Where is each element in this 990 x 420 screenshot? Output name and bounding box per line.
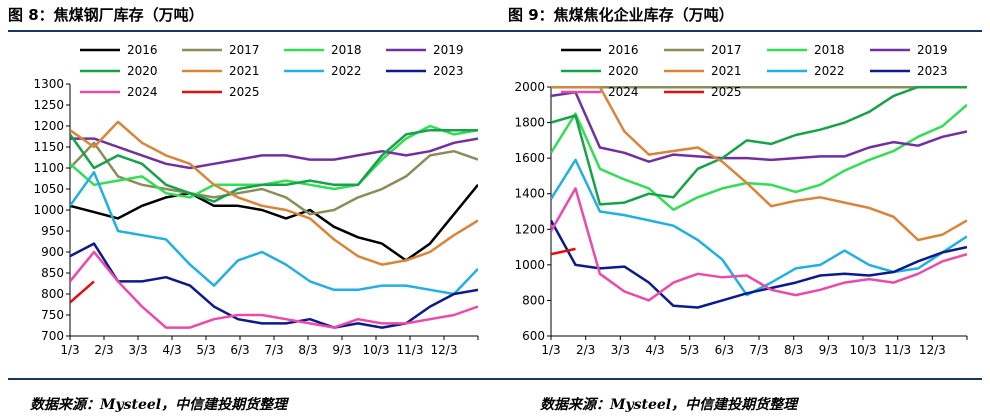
x-tick-label: 3/3 — [128, 343, 147, 357]
x-tick-label: 9/3 — [819, 343, 838, 357]
series-line-2019 — [551, 91, 967, 163]
x-tick-label: 7/3 — [749, 343, 768, 357]
y-tick-label: 1600 — [514, 151, 545, 165]
x-tick-label: 4/3 — [645, 343, 664, 357]
y-tick-label: 1800 — [514, 116, 545, 130]
y-tick-label: 700 — [41, 329, 64, 343]
legend-label-2016: 2016 — [608, 43, 639, 57]
x-tick-label: 5/3 — [196, 343, 215, 357]
legend-label-2022: 2022 — [331, 64, 362, 78]
legend-label-2025: 2025 — [229, 85, 260, 99]
y-tick-label: 1400 — [514, 187, 545, 201]
y-tick-label: 1200 — [514, 222, 545, 236]
legend-label-2020: 2020 — [608, 64, 639, 78]
legend-label-2018: 2018 — [814, 43, 845, 57]
legend-label-2022: 2022 — [814, 64, 845, 78]
chart-title-left: 图 8：焦煤钢厂库存（万吨） — [8, 6, 204, 24]
bottom-rule — [8, 378, 982, 380]
x-tick-label: 8/3 — [298, 343, 317, 357]
series-line-2024 — [70, 250, 478, 329]
y-tick-label: 1300 — [33, 77, 64, 91]
y-tick-label: 950 — [41, 224, 64, 238]
series-line-2025 — [551, 247, 576, 256]
x-tick-label: 2/3 — [576, 343, 595, 357]
y-tick-label: 1050 — [33, 182, 64, 196]
legend-label-2019: 2019 — [917, 43, 948, 57]
source-note-left: 数据来源：Mysteel，中信建投期货整理 — [30, 397, 288, 413]
legend-label-2021: 2021 — [229, 64, 260, 78]
x-tick-label: 2/3 — [94, 343, 113, 357]
legend-label-2020: 2020 — [127, 64, 158, 78]
x-tick-label: 12/3 — [431, 343, 458, 357]
x-tick-label: 1/3 — [541, 343, 560, 357]
series-line-2021 — [551, 86, 967, 242]
legend-label-2017: 2017 — [711, 43, 742, 57]
y-tick-label: 750 — [41, 308, 64, 322]
y-tick-label: 850 — [41, 266, 64, 280]
legend-label-2016: 2016 — [127, 43, 158, 57]
legend-label-2017: 2017 — [229, 43, 260, 57]
series-line-2018 — [70, 124, 478, 199]
x-tick-label: 1/3 — [60, 343, 79, 357]
y-tick-label: 1150 — [33, 140, 64, 154]
x-tick-label: 6/3 — [230, 343, 249, 357]
series-line-2019 — [70, 137, 478, 170]
y-tick-label: 1250 — [33, 98, 64, 112]
series-line-2021 — [70, 120, 478, 266]
series-line-2022 — [70, 170, 478, 296]
legend-label-2023: 2023 — [433, 64, 464, 78]
x-tick-label: 3/3 — [611, 343, 630, 357]
coking-plant-coking-coal-chart: 600 800 1000 1200 1400 1600 1800 2000 1/3 2/3 3/3 4… — [514, 43, 968, 357]
series-line-2023 — [551, 219, 967, 309]
x-tick-label: 12/3 — [919, 343, 946, 357]
y-tick-label: 600 — [522, 329, 545, 343]
x-tick-label: 4/3 — [162, 343, 181, 357]
x-tick-label: 11/3 — [884, 343, 911, 357]
x-tick-label: 6/3 — [715, 343, 734, 357]
series-line-2020 — [551, 86, 967, 206]
x-tick-label: 8/3 — [784, 343, 803, 357]
legend-label-2018: 2018 — [331, 43, 362, 57]
series-line-2024 — [551, 187, 967, 302]
x-tick-label: 10/3 — [363, 343, 390, 357]
source-note-right: 数据来源：Mysteel，中信建投期货整理 — [540, 397, 798, 413]
series-line-2017 — [70, 141, 478, 216]
x-tick-label: 5/3 — [680, 343, 699, 357]
x-tick-label: 7/3 — [264, 343, 283, 357]
y-tick-label: 800 — [522, 293, 545, 307]
legend-label-2023: 2023 — [917, 64, 948, 78]
top-rule — [8, 30, 982, 32]
series-line-2023 — [70, 242, 478, 329]
y-tick-label: 900 — [41, 245, 64, 259]
x-tick-label: 10/3 — [850, 343, 877, 357]
y-tick-label: 800 — [41, 287, 64, 301]
series-line-2016 — [70, 184, 478, 262]
x-tick-label: 11/3 — [397, 343, 424, 357]
legend-label-2024: 2024 — [608, 85, 639, 99]
x-tick-label: 9/3 — [332, 343, 351, 357]
series-line-2020 — [70, 128, 478, 203]
series-line-2025 — [70, 280, 95, 304]
legend-label-2024: 2024 — [127, 85, 158, 99]
y-tick-label: 1000 — [33, 203, 64, 217]
legend-label-2019: 2019 — [433, 43, 464, 57]
y-tick-label: 2000 — [514, 80, 545, 94]
chart-title-right: 图 9：焦煤焦化企业库存（万吨） — [508, 6, 734, 24]
steel-mill-coking-coal-chart: 700 750 800 850 900 950 1000 1050 1100 1150 1200 12… — [33, 43, 479, 357]
legend-label-2025: 2025 — [711, 85, 742, 99]
y-tick-label: 1100 — [33, 161, 64, 175]
legend-label-2021: 2021 — [711, 64, 742, 78]
series-line-2018 — [551, 103, 967, 211]
y-tick-label: 1200 — [33, 119, 64, 133]
y-tick-label: 1000 — [514, 258, 545, 272]
